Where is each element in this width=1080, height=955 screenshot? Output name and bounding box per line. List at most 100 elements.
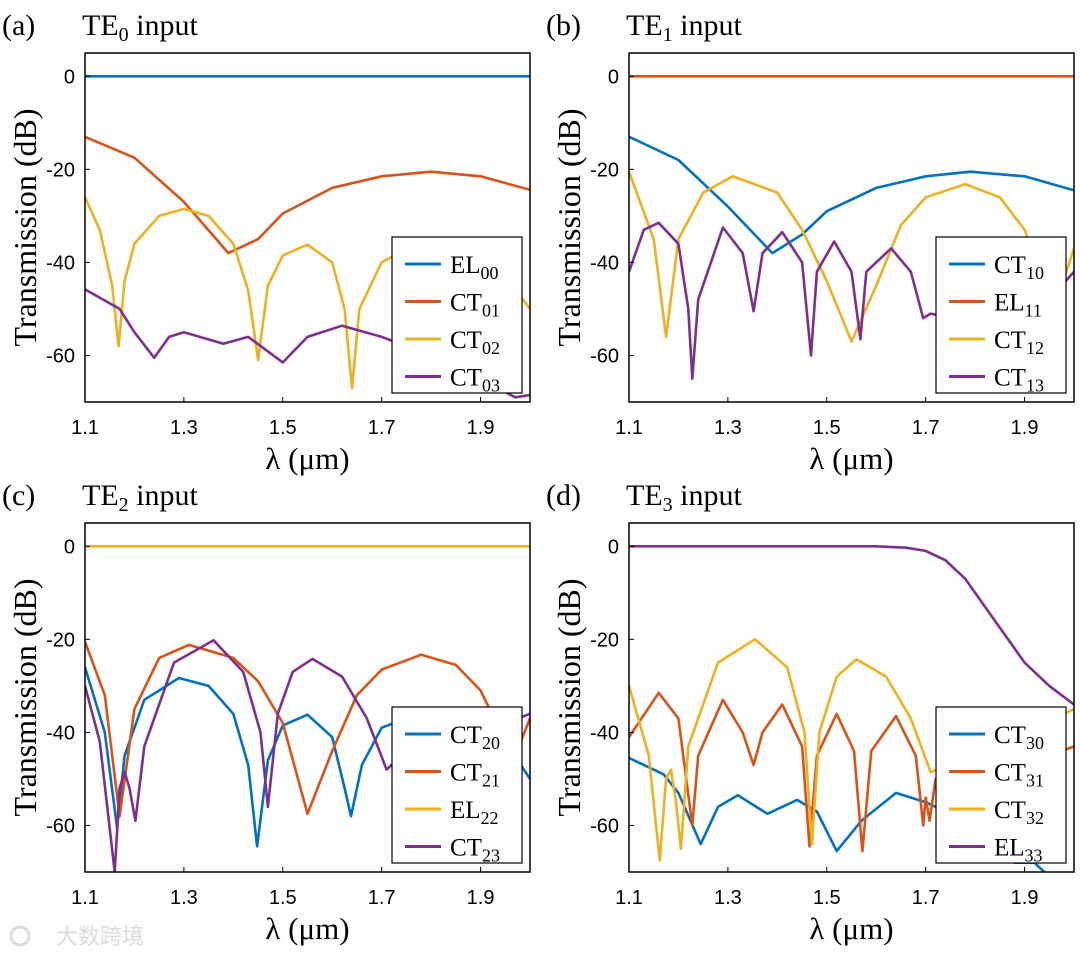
legend-subscript: 02 [482,338,500,358]
title-subscript: 1 [663,24,673,46]
title-subscript: 3 [663,494,673,516]
legend-entry: EL22 [450,797,499,828]
panel-label: (a) [2,9,35,42]
y-tick-label: 0 [608,66,619,88]
watermark-text: 大数跨境 [56,924,144,949]
legend-label: CT [450,290,482,317]
y-tick-label: -20 [46,159,75,181]
legend-label: EL [450,797,481,824]
x-tick-label: 1.7 [912,887,940,909]
y-tick-label: 0 [64,536,75,558]
series-line-ct10 [629,135,1074,255]
y-axis-label: Transmission (dB) [7,579,43,817]
legend-subscript: 31 [1026,771,1044,791]
y-tick-label: -40 [590,722,619,744]
watermark-logo-icon [9,925,31,947]
x-tick-label: 1.3 [170,417,198,439]
series-line-ct13 [629,221,1074,381]
legend-subscript: 30 [1026,733,1044,753]
legend-entry: CT31 [994,760,1044,791]
legend-label: CT [994,365,1026,392]
y-axis-label: Transmission (dB) [7,109,43,347]
y-tick-label: -60 [46,345,75,367]
legend-label: CT [994,252,1026,279]
x-tick-label: 1.1 [71,887,99,909]
subplot-d: (d) TE3 input 1.1 1.3 1.5 1.7 1.9 0 -20 -40 -60 λ (… [546,479,1075,946]
y-tick-label: -20 [46,629,75,651]
title-main: TE [82,9,119,42]
y-tick-label: -60 [590,345,619,367]
title-subscript: 2 [119,494,129,516]
legend-entry: CT23 [450,835,500,866]
series-line-ct32 [629,637,1074,862]
legend-entry: CT13 [994,365,1044,396]
x-tick-label: 1.9 [1011,417,1039,439]
legend-subscript: 20 [482,733,500,753]
legend-entry: CT30 [994,722,1044,753]
legend-subscript: 11 [1025,301,1042,321]
y-tick-label: -60 [46,815,75,837]
title-main: TE [626,479,663,512]
x-tick-label: 1.5 [269,417,297,439]
y-tick-label: -40 [46,252,75,274]
y-axis-label: Transmission (dB) [551,579,587,817]
title-rest: input [129,479,199,512]
watermark: 大数跨境 [9,924,144,949]
legend-entry: CT10 [994,252,1044,283]
legend-entry: CT12 [994,327,1044,358]
legend-entry: EL00 [450,252,499,283]
x-axis-label: λ (μm) [265,441,349,476]
legend-entry: CT21 [450,760,500,791]
subplot-title: TE0 input [82,9,198,46]
legend-label: CT [450,760,482,787]
legend-label: EL [450,252,481,279]
title-rest: input [129,9,199,42]
legend-label: CT [994,327,1026,354]
x-tick-label: 1.5 [813,417,841,439]
legend-subscript: 21 [482,771,500,791]
title-rest: input [673,9,743,42]
subplot-title: TE3 input [626,479,742,516]
subplot-title: TE1 input [626,9,742,46]
series-line-el33 [629,544,1074,706]
legend-entry: CT02 [450,327,500,358]
legend-entry: CT03 [450,365,500,396]
legend-subscript: 32 [1026,808,1044,828]
panel-label: (c) [2,479,35,512]
legend-label: CT [450,365,482,392]
legend-subscript: 23 [482,846,500,866]
axes-box [628,522,1075,873]
title-rest: input [673,479,743,512]
legend-label: CT [994,797,1026,824]
x-tick-label: 1.3 [170,887,198,909]
axes-box [84,522,531,873]
x-tick-label: 1.9 [1011,887,1039,909]
legend-entry: CT20 [450,722,500,753]
y-tick-label: -20 [590,159,619,181]
legend-subscript: 33 [1025,846,1043,866]
axes-box [628,52,1075,403]
legend-subscript: 00 [481,263,499,283]
y-tick-label: -60 [590,815,619,837]
subplot-title: TE2 input [82,479,198,516]
panel-label: (b) [546,9,581,42]
panel-label: (d) [546,479,581,512]
y-tick-label: 0 [608,536,619,558]
x-tick-label: 1.1 [615,417,643,439]
legend-label: CT [450,722,482,749]
legend-entry: CT01 [450,290,500,321]
legend-subscript: 22 [481,808,499,828]
legend-label: CT [994,722,1026,749]
y-tick-label: 0 [64,66,75,88]
x-axis-label: λ (μm) [809,441,893,476]
title-main: TE [626,9,663,42]
x-tick-label: 1.3 [714,417,742,439]
legend-label: CT [450,327,482,354]
legend-label: EL [994,835,1025,862]
x-tick-label: 1.7 [912,417,940,439]
